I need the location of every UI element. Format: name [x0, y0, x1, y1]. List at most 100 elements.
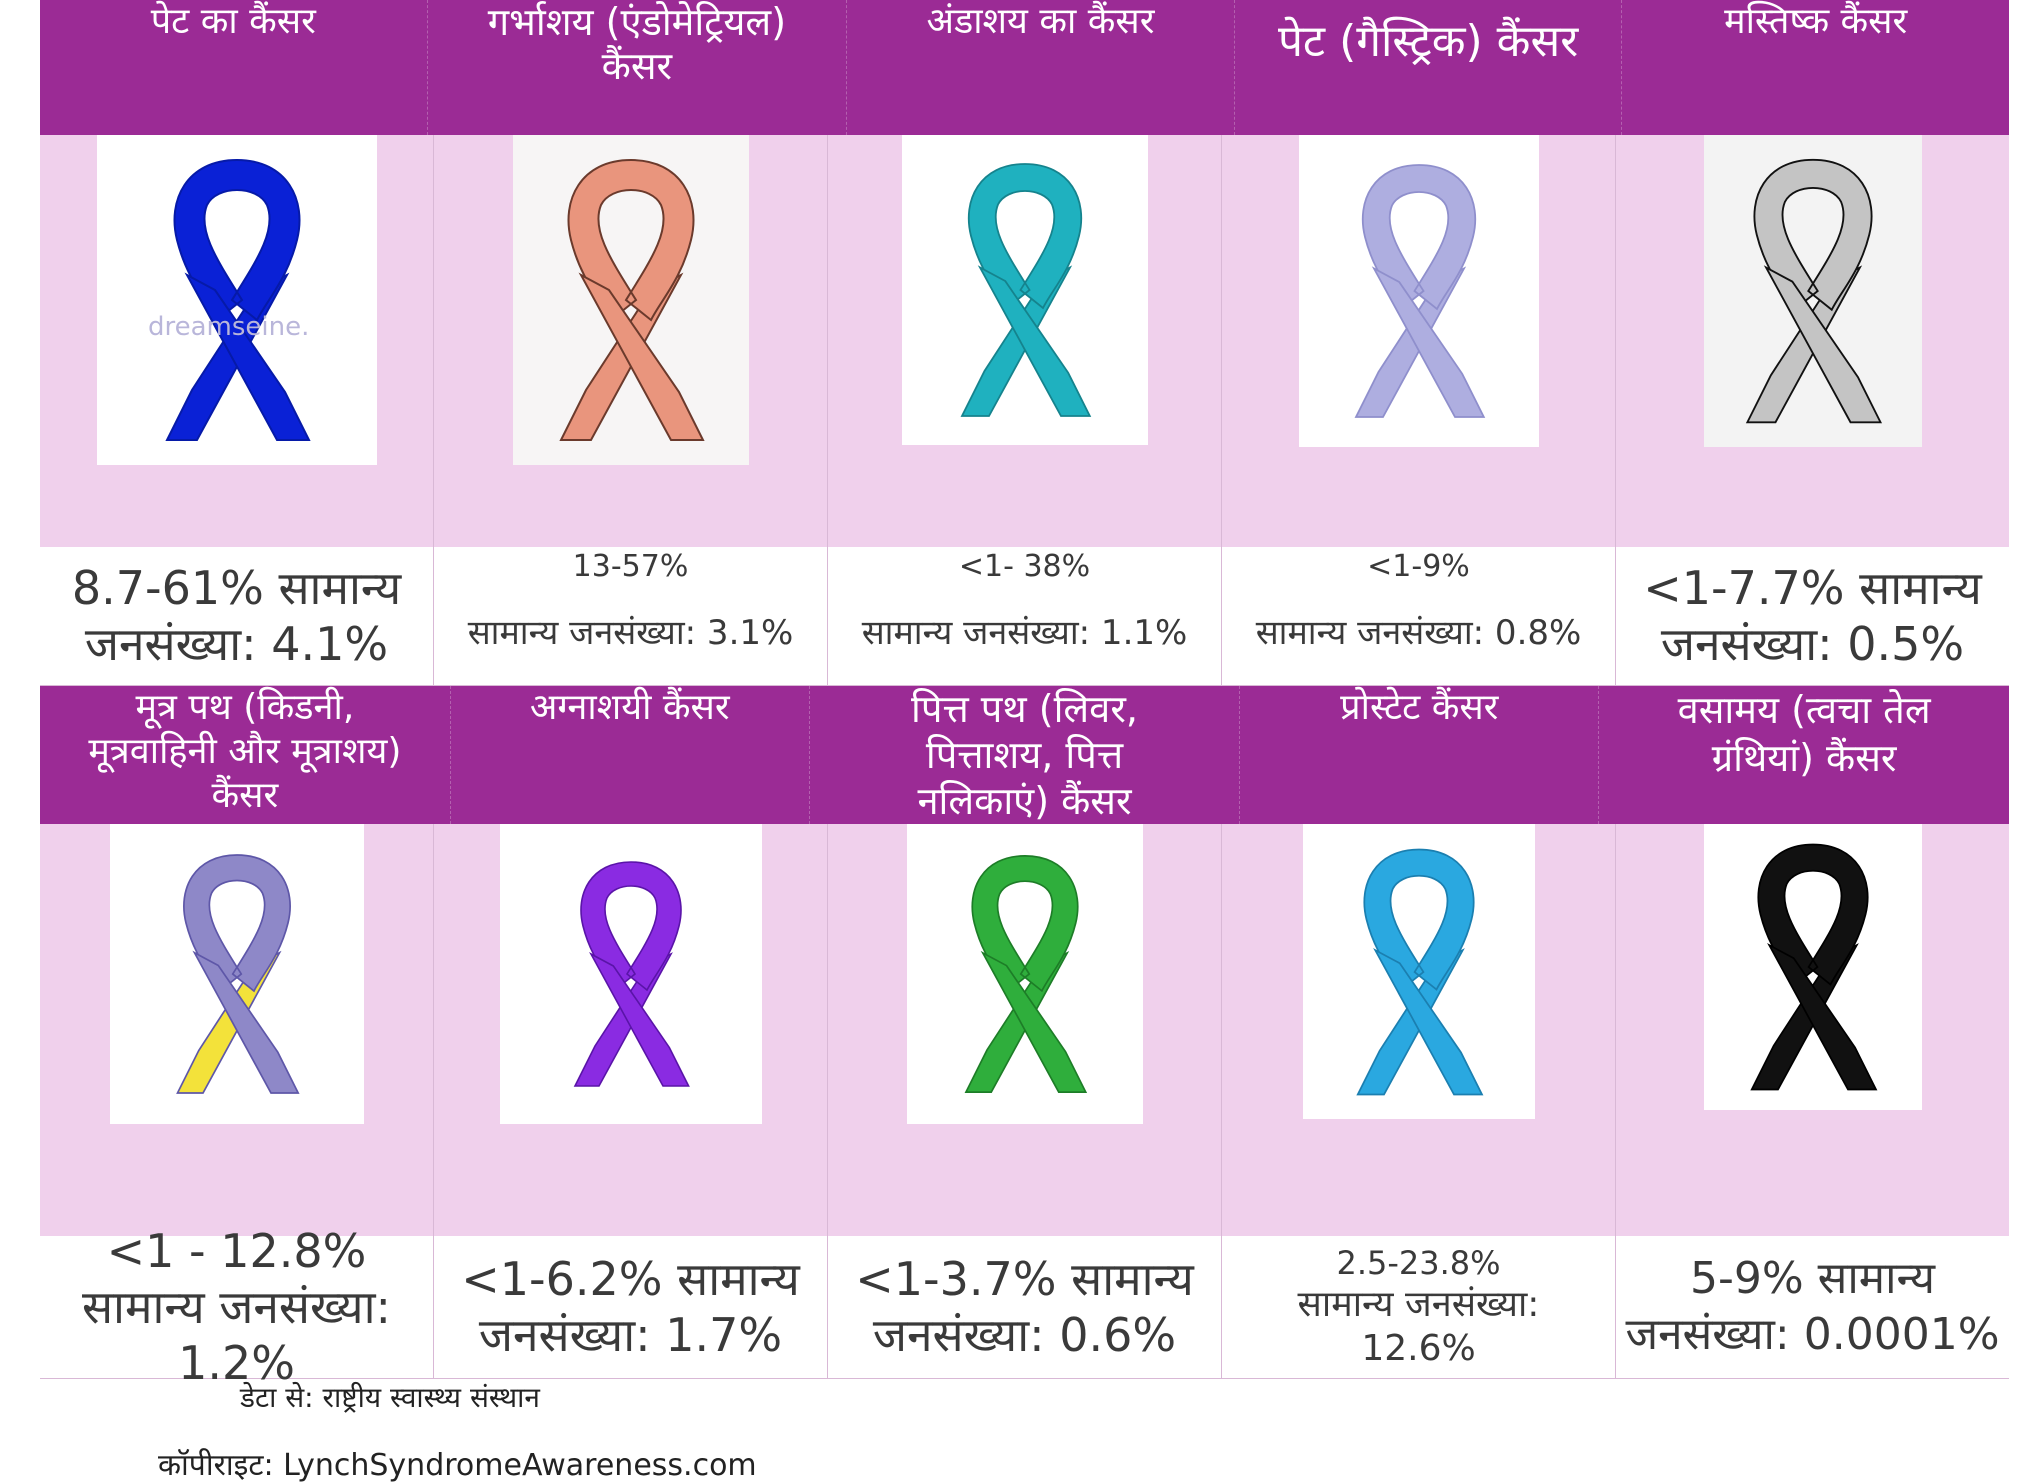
header-prostate-cancer: प्रोस्टेट कैंसर: [1240, 686, 1600, 824]
ribbon-right-tail: [1763, 265, 1882, 424]
header-title: पेट (गैस्ट्रिक) कैंसर: [1277, 16, 1579, 67]
risk-value: <1-7.7% सामान्य जनसंख्या: 0.5%: [1643, 561, 1982, 671]
header-title: प्रोस्टेट कैंसर: [1340, 687, 1499, 728]
ribbon-loop: [967, 163, 1082, 310]
header-title: अंडाशय का कैंसर: [926, 1, 1155, 42]
risk-value: <1 - 12.8% सामान्य जनसंख्या: 1.2%: [81, 1224, 392, 1390]
header-brain-cancer: मस्तिष्क कैंसर: [1622, 0, 2009, 135]
ribbon-loop: [579, 861, 682, 992]
source-note: डेटा से: राष्ट्रीय स्वास्थ्य संस्थान: [240, 1381, 540, 1414]
ribbon-blue-icon: [164, 158, 311, 441]
ribbon-cell: [40, 135, 434, 547]
header-ovarian-cancer: अंडाशय का कैंसर: [847, 0, 1235, 135]
table-section-2: मूत्र पथ (किडनी, मूत्रवाहिनी और मूत्राशय…: [40, 686, 2009, 1390]
header-title: गर्भाशय (एंडोमेट्रियल) कैंसर: [487, 0, 787, 88]
risk-value: 8.7-61% सामान्य जनसंख्या: 4.1%: [71, 561, 402, 671]
ribbon-cell: [1222, 824, 1616, 1236]
risk-range: <1-9%: [1367, 549, 1470, 584]
ribbon-purple-icon: [573, 861, 690, 1087]
ribbon-light-blue-icon: [1355, 848, 1483, 1095]
value-cell: <1-9% सामान्य जनसंख्या: 0.8%: [1222, 547, 1616, 685]
ribbon-cell: [828, 135, 1222, 547]
ribbon-cell: [434, 824, 828, 1236]
ribbon-black-icon: [1749, 843, 1877, 1091]
ribbon-cell: [1616, 824, 2009, 1236]
values-row-1: 8.7-61% सामान्य जनसंख्या: 4.1% 13-57% सा…: [40, 547, 2009, 686]
header-gastric-cancer: पेट (गैस्ट्रिक) कैंसर: [1235, 0, 1623, 135]
watermark-text: dreamseine.: [148, 312, 310, 342]
risk-value: <1-3.7% सामान्य जनसंख्या: 0.6%: [855, 1252, 1194, 1362]
header-row-1: पेट का कैंसर गर्भाशय (एंडोमेट्रियल) कैंस…: [40, 0, 2009, 135]
header-biliary-tract-cancer: पित्त पथ (लिवर, पित्ताशय, पित्त नलिकाएं)…: [810, 686, 1241, 824]
ribbon-image: [109, 824, 364, 1124]
ribbon-teal-icon: [960, 163, 1091, 417]
ribbon-cell: [828, 824, 1222, 1236]
risk-range: 2.5-23.8%: [1336, 1244, 1501, 1282]
header-title: वसामय (त्वचा तेल ग्रंथियां) कैंसर: [1677, 688, 1931, 780]
header-endometrial-cancer: गर्भाशय (एंडोमेट्रियल) कैंसर: [428, 0, 848, 135]
ribbon-loop: [1756, 843, 1869, 986]
ribbon-right-tail: [1766, 942, 1877, 1091]
ribbon-peach-icon: [558, 158, 705, 441]
ribbon-image: [1703, 135, 1922, 447]
value-cell: 13-57% सामान्य जनसंख्या: 3.1%: [434, 547, 828, 685]
risk-value: 5-9% सामान्य जनसंख्या: 0.0001%: [1625, 1253, 2000, 1360]
ribbon-right-tail: [980, 950, 1087, 1093]
population-rate: सामान्य जनसंख्या: 1.1%: [861, 613, 1188, 653]
ribbon-loop: [1752, 158, 1873, 312]
ribbon-loop: [1361, 164, 1476, 311]
ribbon-loop: [970, 855, 1079, 993]
header-title: मूत्र पथ (किडनी, मूत्रवाहिनी और मूत्राशय…: [88, 687, 402, 816]
ribbon-row-1: [40, 135, 2009, 547]
value-cell: <1-3.7% सामान्य जनसंख्या: 0.6%: [828, 1236, 1222, 1378]
ribbon-right-tail: [191, 950, 300, 1094]
value-cell: 2.5-23.8% सामान्य जनसंख्या: 12.6%: [1222, 1236, 1616, 1378]
ribbon-right-tail: [578, 272, 705, 441]
header-pancreatic-cancer: अग्नाशयी कैंसर: [451, 686, 810, 824]
ribbon-right-tail: [588, 952, 690, 1087]
risk-range: <1- 38%: [958, 549, 1091, 584]
value-cell: <1-7.7% सामान्य जनसंख्या: 0.5%: [1616, 547, 2009, 685]
cancer-ribbon-table: पेट का कैंसर गर्भाशय (एंडोमेट्रियल) कैंस…: [40, 0, 2009, 1390]
ribbon-loop: [567, 158, 694, 322]
ribbon-right-tail: [977, 265, 1091, 417]
header-urinary-tract-cancer: मूत्र पथ (किडनी, मूत्रवाहिनी और मूत्राशय…: [40, 686, 451, 824]
value-cell: 5-9% सामान्य जनसंख्या: 0.0001%: [1616, 1236, 2009, 1378]
value-cell: <1 - 12.8% सामान्य जनसंख्या: 1.2%: [40, 1224, 434, 1390]
ribbon-image: [499, 824, 762, 1124]
value-cell: 8.7-61% सामान्य जनसंख्या: 4.1%: [40, 547, 434, 685]
ribbon-right-tail: [1372, 947, 1483, 1095]
values-row-2: <1 - 12.8% सामान्य जनसंख्या: 1.2% <1-6.2…: [40, 1224, 2009, 1390]
ribbon-image: [1298, 135, 1539, 447]
value-cell: <1-6.2% सामान्य जनसंख्या: 1.7%: [434, 1236, 828, 1378]
ribbon-periwinkle-icon: [1354, 164, 1485, 418]
header-colon-cancer: पेट का कैंसर: [40, 0, 428, 135]
value-cell: <1- 38% सामान्य जनसंख्या: 1.1%: [828, 547, 1222, 685]
copyright-note: कॉपीराइट: LynchSyndromeAwareness.com: [158, 1448, 757, 1483]
ribbon-image: [1703, 824, 1922, 1110]
risk-value: <1-6.2% सामान्य जनसंख्या: 1.7%: [461, 1252, 800, 1362]
header-sebaceous-cancer: वसामय (त्वचा तेल ग्रंथियां) कैंसर: [1599, 686, 2009, 824]
header-title: पित्त पथ (लिवर, पित्ताशय, पित्त नलिकाएं)…: [911, 687, 1138, 823]
header-title: मस्तिष्क कैंसर: [1724, 1, 1908, 42]
ribbon-cell: [1616, 135, 2009, 547]
table-section-1: पेट का कैंसर गर्भाशय (एंडोमेट्रियल) कैंस…: [40, 0, 2009, 686]
ribbon-loop: [173, 158, 300, 322]
ribbon-image: [906, 824, 1143, 1124]
ribbon-cell: [1222, 135, 1616, 547]
ribbon-right-tail: [1371, 266, 1485, 418]
ribbon-image: [512, 135, 749, 465]
ribbon-cell: [434, 135, 828, 547]
population-rate: सामान्य जनसंख्या: 3.1%: [467, 613, 794, 653]
ribbon-green-icon: [964, 855, 1087, 1093]
ribbon-row-2: [40, 824, 2009, 1236]
ribbon-loop: [1362, 848, 1475, 991]
ribbon-cell: [40, 824, 434, 1236]
ribbon-image: [901, 135, 1148, 445]
ribbon-image: [96, 135, 377, 465]
ribbon-gray-icon: [1745, 158, 1882, 424]
ribbon-blue-yellow-purple-icon: [175, 854, 300, 1094]
ribbon-right-tail: [184, 272, 311, 441]
risk-range: 13-57%: [572, 549, 689, 584]
header-title: पेट का कैंसर: [150, 1, 316, 42]
